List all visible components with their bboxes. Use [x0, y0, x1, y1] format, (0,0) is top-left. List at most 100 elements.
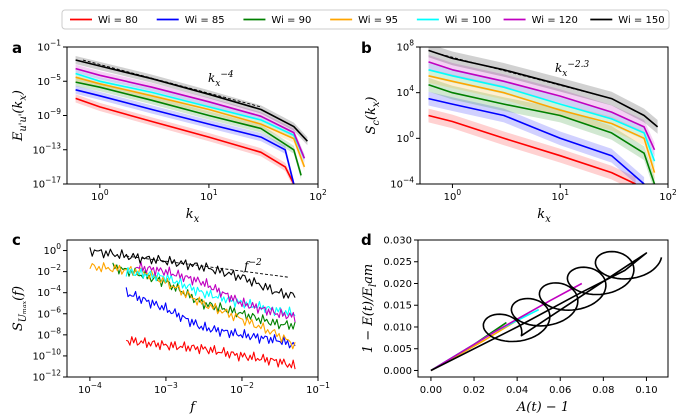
ytick-label-d-3: 0.015 [383, 301, 412, 312]
series-a-0 [75, 97, 295, 184]
series-a-4 [75, 72, 306, 159]
xtick-label-a-2: 102 [309, 188, 327, 203]
axes-frame-b [419, 46, 669, 185]
annotation-a: kx−4 [208, 70, 234, 89]
xtick-label-d-0: 0.00 [420, 385, 442, 396]
panel-label-c: c [12, 231, 21, 249]
ytick-label-d-1: 0.005 [383, 344, 412, 355]
xtick-label-a-1: 101 [200, 188, 218, 203]
ytick-label-d-4: 0.020 [383, 279, 412, 290]
series-c-3 [89, 262, 296, 350]
plot-area-b [428, 47, 659, 184]
legend-label-4: Wi = 100 [445, 15, 491, 26]
axes-frame-c [66, 239, 319, 378]
annotation-b: kx−2.3 [555, 60, 589, 79]
band-b-1 [428, 91, 645, 184]
xtick-label-d-2: 0.04 [506, 385, 528, 396]
ytick-label-c-3: 10−6 [37, 305, 61, 320]
ytick-label-a-2: 10−9 [37, 107, 61, 122]
ytick-label-b-0: 10−4 [390, 176, 414, 191]
series-d-3 [430, 282, 583, 372]
xlabel-d: A(t) − 1 [516, 400, 569, 415]
band-b-5 [428, 55, 655, 157]
ylabel-b: Sc(kx) [364, 97, 382, 135]
plot-area-a [75, 56, 308, 184]
ytick-label-c-0: 10−12 [32, 369, 61, 384]
series-c-6 [89, 247, 296, 299]
series-a-2 [75, 81, 302, 176]
band-a-2 [75, 78, 302, 180]
band-b-3 [428, 68, 655, 180]
xlabel-b: kx [537, 207, 551, 225]
series-c-0 [126, 336, 296, 370]
xtick-label-c-2: 10−2 [230, 381, 254, 396]
legend-box [61, 9, 670, 30]
series-a-1 [75, 89, 295, 184]
ytick-label-c-6: 100 [43, 242, 61, 257]
legend-label-6: Wi = 150 [618, 15, 664, 26]
panels: kx−4 100 101 102 10−17 10−13 10−9 10−5 10−1 kx Eu'… [11, 39, 677, 416]
series-b-4 [428, 69, 656, 162]
xtick-label-d-1: 0.02 [463, 385, 485, 396]
xtick-label-b-0: 100 [444, 188, 462, 203]
ytick-label-d-2: 0.010 [383, 322, 412, 333]
panel-label-d: d [361, 231, 372, 249]
xtick-label-c-0: 10−4 [78, 381, 102, 396]
ytick-label-a-3: 10−5 [37, 73, 61, 88]
series-b-2 [428, 83, 656, 184]
ytick-label-d-6: 0.030 [383, 236, 412, 247]
series-c-1 [125, 287, 296, 349]
legend-label-2: Wi = 90 [271, 15, 311, 26]
series-b-0 [428, 114, 636, 184]
band-b-6 [428, 47, 658, 134]
ytick-label-d-5: 0.025 [383, 257, 412, 268]
series-b-3 [428, 75, 656, 173]
series-b-5 [428, 61, 656, 151]
ylabel-d: 1 − E(t)/Elam [361, 264, 379, 353]
ylabel-a: Eu'u'(kx) [11, 90, 29, 142]
ytick-label-d-0: 0.000 [383, 366, 412, 377]
series-d-4 [430, 250, 663, 372]
ytick-label-b-2: 104 [396, 84, 414, 99]
band-b-2 [428, 77, 655, 184]
xtick-label-d-4: 0.08 [592, 385, 614, 396]
band-a-0 [75, 94, 294, 184]
panel-c: f−2 10−4 10−3 10−2 10−1 10−12 10−10 10−8 10−6 10−… [11, 231, 330, 415]
series-b-1 [428, 97, 645, 184]
series-a-3 [75, 76, 306, 168]
xtick-label-b-2: 102 [659, 188, 677, 203]
legend-label-3: Wi = 95 [358, 15, 398, 26]
plot-area-c [89, 247, 296, 370]
xtick-label-b-1: 101 [551, 188, 569, 203]
reference-line-c [126, 255, 288, 278]
series-a-5 [75, 67, 306, 159]
ylabel-c: SUₘₐₓ(f) [11, 286, 29, 331]
xlabel-a: kx [186, 207, 200, 225]
series-a-6 [75, 59, 308, 142]
series-c-5 [135, 261, 296, 323]
xtick-label-d-3: 0.06 [549, 385, 571, 396]
series-c-4 [125, 266, 296, 317]
panel-label-b: b [361, 39, 372, 57]
ytick-label-c-2: 10−8 [37, 326, 61, 341]
panel-d: 0.00 0.02 0.04 0.06 0.08 0.10 0.000 0.005 0.010 0… [361, 231, 669, 415]
legend-label-0: Wi = 80 [98, 15, 138, 26]
panel-label-a: a [12, 39, 22, 57]
annotation-c: f−2 [243, 258, 262, 273]
xtick-label-c-3: 10−1 [306, 381, 330, 396]
axes-frame-d [417, 239, 669, 378]
xtick-label-a-0: 100 [91, 188, 109, 203]
series-b-6 [428, 49, 659, 128]
legend: Wi = 80 Wi = 85 Wi = 90 Wi = 95 Wi = 100 Wi =… [61, 9, 670, 30]
panel-a: kx−4 100 101 102 10−17 10−13 10−9 10−5 10−1 kx Eu'… [11, 39, 327, 226]
ytick-label-c-5: 10−2 [37, 263, 61, 278]
band-a-6 [75, 56, 308, 146]
ytick-label-a-1: 10−13 [32, 141, 61, 156]
ytick-label-a-0: 10−17 [32, 176, 61, 191]
ytick-label-b-1: 100 [396, 130, 414, 145]
legend-label-1: Wi = 85 [185, 15, 225, 26]
plot-area-d [430, 250, 663, 372]
xtick-label-d-5: 0.10 [635, 385, 657, 396]
panel-b: kx−2.3 100 101 102 10−4 100 104 108 kx Sc(kx) b [361, 39, 677, 226]
